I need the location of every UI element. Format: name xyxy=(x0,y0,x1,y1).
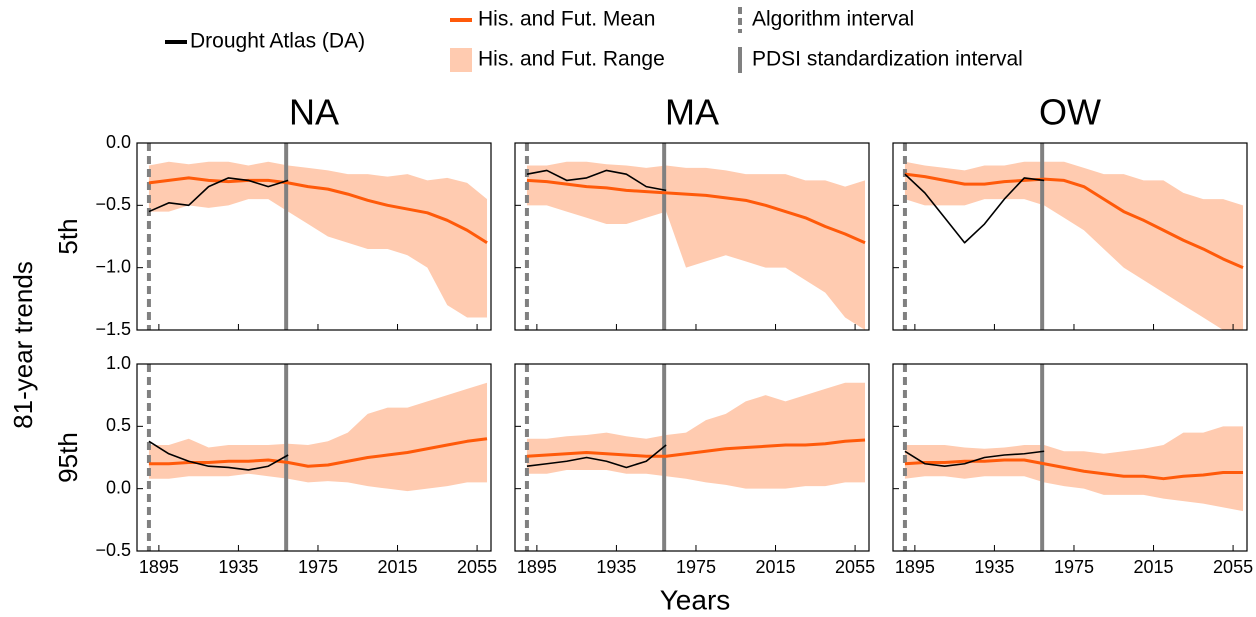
panel xyxy=(514,142,870,331)
y-tick-label: 0.0 xyxy=(106,132,131,152)
series-line xyxy=(904,172,1244,270)
range-band xyxy=(526,161,866,330)
x-tick-label: 2055 xyxy=(835,557,875,577)
plot-area xyxy=(146,143,488,330)
x-tick-label: 1975 xyxy=(298,557,338,577)
y-tick-label: −1.0 xyxy=(95,256,131,276)
panel: −1.5 −1.0 −0.5 0.0 xyxy=(95,132,492,339)
y-tick-label: 0.0 xyxy=(106,477,131,497)
x-tick-label: 2015 xyxy=(756,557,796,577)
series-line xyxy=(904,450,1045,468)
series-line xyxy=(904,458,1244,481)
panel-title: OW xyxy=(1039,92,1101,133)
range-band xyxy=(148,382,488,492)
panel: −0.5 0.0 0.5 1.0 1895 1935 1975 2015 2055 xyxy=(95,353,497,577)
plot-area xyxy=(524,143,866,330)
series-line xyxy=(526,444,667,469)
plot-area xyxy=(902,364,1244,551)
legend-label: His. and Fut. Range xyxy=(478,48,665,71)
x-tick-label: 1935 xyxy=(974,557,1014,577)
panel-frame xyxy=(892,363,1248,552)
row-label: 5th xyxy=(53,218,83,254)
panel-title: MA xyxy=(665,92,719,133)
series-line xyxy=(148,176,488,245)
row-label: 95th xyxy=(53,432,83,483)
legend-label: His. and Fut. Mean xyxy=(478,8,655,31)
plot-area xyxy=(524,364,866,551)
x-tick-label: 1895 xyxy=(517,557,557,577)
x-tick-label: 1935 xyxy=(596,557,636,577)
x-tick-label: 2055 xyxy=(1213,557,1253,577)
y-tick-label: −0.5 xyxy=(95,540,131,560)
series-line xyxy=(148,437,488,468)
plot-area xyxy=(902,143,1244,330)
panel-frame xyxy=(136,363,492,552)
range-band xyxy=(148,161,488,318)
x-tick-label: 2015 xyxy=(1134,557,1174,577)
series-line xyxy=(148,177,289,213)
series-line xyxy=(526,178,866,245)
y-tick-label: −1.5 xyxy=(95,319,131,339)
legend-label: PDSI standardization interval xyxy=(752,48,1023,71)
series-line xyxy=(526,169,667,192)
panel-frame xyxy=(892,142,1248,331)
panel-frame xyxy=(136,142,492,331)
series-line xyxy=(904,173,1045,244)
panel xyxy=(892,142,1248,331)
range-band xyxy=(904,161,1244,330)
legend-swatch xyxy=(450,48,472,72)
x-tick-label: 1975 xyxy=(1054,557,1094,577)
x-tick-label: 1975 xyxy=(676,557,716,577)
plot-area xyxy=(146,364,488,551)
legend-label: Algorithm interval xyxy=(752,8,914,31)
panel-title: NA xyxy=(289,92,339,133)
range-band xyxy=(526,382,866,489)
x-tick-label: 2015 xyxy=(378,557,418,577)
series-line xyxy=(526,438,866,458)
series-line xyxy=(148,440,289,471)
panel-frame xyxy=(514,142,870,331)
panel-frame xyxy=(514,363,870,552)
panel: 1895 1935 1975 2015 2055 xyxy=(514,363,875,577)
x-tick-label: 2055 xyxy=(457,557,497,577)
x-axis-label: Years xyxy=(660,584,731,615)
x-tick-label: 1895 xyxy=(895,557,935,577)
panel: 1895 1935 1975 2015 2055 xyxy=(892,363,1253,577)
x-tick-label: 1935 xyxy=(218,557,258,577)
y-tick-label: −0.5 xyxy=(95,194,131,214)
y-tick-label: 1.0 xyxy=(106,353,131,373)
y-axis-label: 81-year trends xyxy=(8,261,38,429)
legend-label: Drought Atlas (DA) xyxy=(190,30,365,53)
y-tick-label: 0.5 xyxy=(106,415,131,435)
x-tick-label: 1895 xyxy=(139,557,179,577)
